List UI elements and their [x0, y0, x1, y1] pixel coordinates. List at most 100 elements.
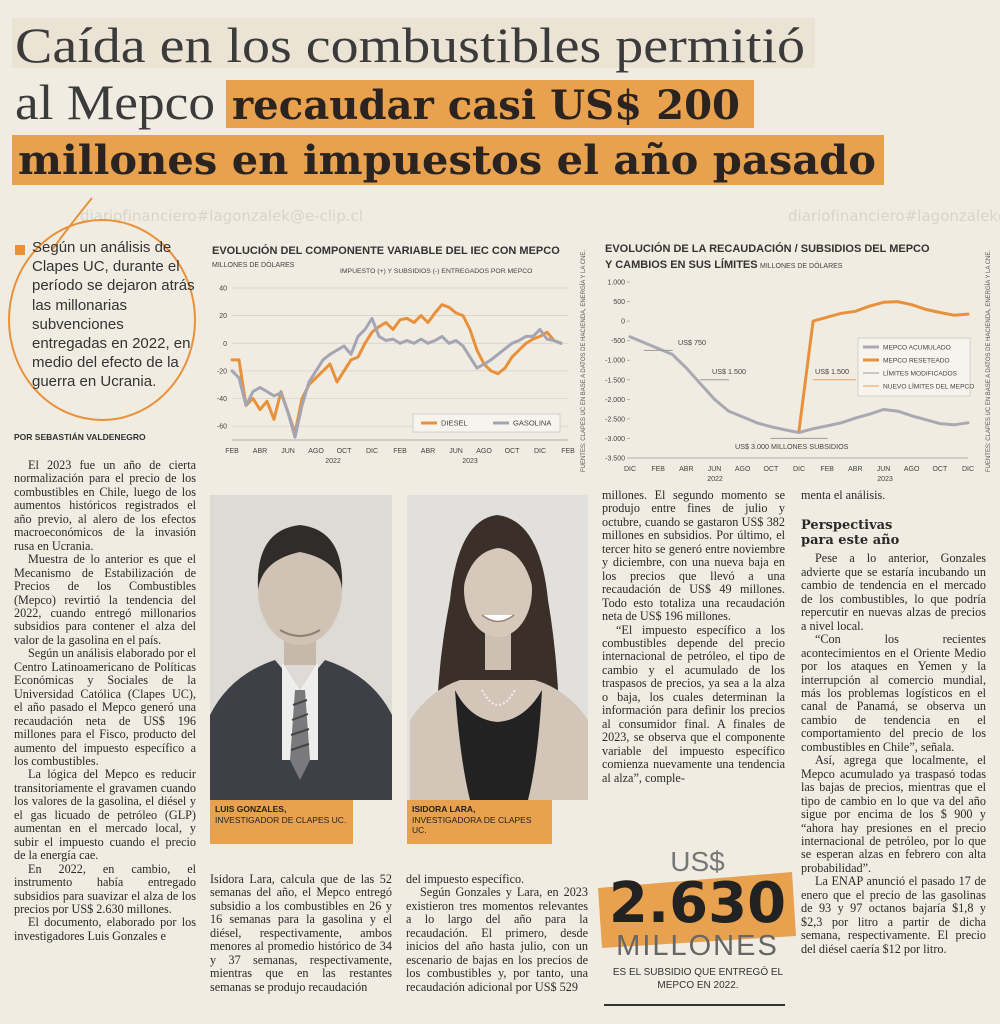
lead-stroke: [51, 197, 93, 251]
title-line: Caída en los combustibles permitió: [15, 17, 805, 73]
paragraph: En 2022, en cambio, el instrumento había…: [14, 861, 196, 916]
paragraph: El 2023 fue un año de cierta normalizaci…: [14, 459, 196, 553]
series-line: [797, 300, 970, 433]
x-group-label: 2023: [462, 458, 478, 465]
paragraph: del impuesto específico.: [406, 873, 525, 886]
x-tick-label: AGO: [476, 448, 492, 455]
series-line: [628, 335, 970, 435]
headline: Caída en los combustibles permitió al Me…: [12, 17, 884, 185]
callout-figure: 2.630: [608, 871, 787, 936]
lead-circle: [8, 219, 196, 421]
y-tick-label: -20: [217, 368, 227, 375]
caption-role: INVESTIGADORA DE CLAPES UC.: [412, 814, 532, 836]
title-highlight: millones en impuestos el año pasado: [18, 137, 876, 184]
y-tick-label: -3.000: [605, 436, 625, 443]
x-tick-label: FEB: [393, 448, 407, 455]
y-tick-label: 500: [613, 299, 625, 306]
x-tick-label: DIC: [624, 466, 636, 473]
article-column: El 2023 fue un año de cierta normalizaci…: [14, 459, 196, 1015]
x-group-label: 2023: [877, 476, 893, 483]
paragraph: Isidora Lara, calcula que de las 52 sema…: [210, 873, 392, 994]
paragraph: Según un análisis elaborado por el Centr…: [14, 646, 196, 768]
article-column: millones. El segundo momento se produjo …: [602, 489, 785, 861]
legend-label: GASOLINA: [513, 419, 551, 428]
paragraph: menta el análisis.: [801, 489, 886, 502]
annotation: US$ 1.500: [815, 367, 849, 376]
legend-box: [412, 413, 561, 433]
y-tick-label: 0: [223, 341, 227, 348]
x-tick-label: FEB: [820, 466, 834, 473]
chart-subtitle: MILLONES DE DÓLARES: [212, 260, 295, 269]
y-tick-label: -3.500: [605, 456, 625, 463]
series-line: [643, 349, 828, 439]
legend-label: DIESEL: [441, 419, 468, 428]
chart-title: EVOLUCIÓN DE LA RECAUDACIÓN / SUBSIDIOS …: [605, 242, 930, 255]
x-tick-label: FEB: [651, 466, 665, 473]
chart-title: EVOLUCIÓN DEL COMPONENTE VARIABLE DEL IE…: [212, 244, 560, 257]
legend-label: LÍMITES MODIFICADOS: [883, 369, 958, 378]
paragraph: millones. El segundo momento se produjo …: [602, 489, 785, 624]
paragraph: El documento, elaborado por los investig…: [14, 915, 196, 943]
x-tick-label: ABR: [421, 448, 435, 455]
x-tick-label: JUN: [449, 448, 463, 455]
photo-isidora-lara: [407, 495, 588, 800]
x-tick-label: FEB: [225, 448, 239, 455]
title-shade: [12, 18, 815, 68]
annotation: US$ 1.500: [712, 367, 746, 376]
x-tick-label: FEB: [561, 448, 575, 455]
x-tick-label: ABR: [679, 466, 693, 473]
paragraph: Muestra de lo anterior es que el Mecanis…: [14, 552, 196, 647]
chart-subtitle: MILLONES DE DÓLARES: [760, 261, 843, 270]
paragraph: La lógica del Mepco es reducir transitor…: [14, 767, 196, 863]
lead-bullet: [15, 245, 25, 255]
title-highlight-band: [12, 135, 884, 185]
y-tick-label: -1.000: [605, 358, 625, 365]
lead: Según un análisis de Clapes UC, durante …: [32, 239, 195, 391]
caption-name: ISIDORA LARA,: [412, 804, 476, 814]
caption-role: INVESTIGADOR DE CLAPES UC.: [215, 814, 347, 825]
article-column: Isidora Lara, calcula que de las 52 sema…: [210, 873, 392, 1013]
x-tick-label: DIC: [793, 466, 805, 473]
paragraph: La ENAP anunció el pasado 17 de enero qu…: [801, 874, 986, 956]
legend-label: MEPCO RESETEADO: [883, 358, 950, 365]
callout-band: [598, 872, 796, 948]
caption-name: LUIS GONZALES,: [215, 804, 287, 814]
paragraph: “Con los recientes acontecimientos en el…: [801, 632, 986, 754]
paragraph: “El impuesto específico a los combustibl…: [602, 622, 785, 785]
y-tick-label: -40: [217, 396, 227, 403]
chart-source: FUENTES: CLAPES UC EN BASE A DATOS DE HA…: [578, 250, 587, 472]
x-tick-label: JUN: [877, 466, 891, 473]
x-tick-label: AGO: [735, 466, 751, 473]
paragraph: Pese a lo anterior, Gonzales advierte qu…: [801, 551, 986, 633]
x-tick-label: DIC: [366, 448, 378, 455]
x-group-label: 2022: [707, 476, 723, 483]
x-tick-label: OCT: [337, 448, 353, 455]
callout-caption: ES EL SUBSIDIO QUE ENTREGÓ EL MEPCO EN 2…: [612, 967, 784, 991]
watermark: diariofinanciero#lagonzalek@e-clip.cl: [788, 207, 1000, 225]
series-line: [230, 316, 563, 439]
paragraph: Según Gonzales y Lara, en 2023 existiero…: [406, 885, 588, 994]
watermark: diariofinanciero#lagonzalek@e-clip.cl: [80, 207, 363, 225]
y-tick-label: -2.000: [605, 397, 625, 404]
legend-label: NUEVO LÍMITES DEL MEPCO: [883, 382, 974, 391]
chart-recaudacion: EVOLUCIÓN DE LA RECAUDACIÓN / SUBSIDIOS …: [605, 242, 992, 483]
y-tick-label: -2.500: [605, 416, 625, 423]
x-tick-label: OCT: [763, 466, 779, 473]
chart-title: Y CAMBIOS EN SUS LÍMITES: [605, 258, 758, 271]
y-tick-label: -1.500: [605, 377, 625, 384]
annotation: US$ 750: [678, 338, 706, 347]
x-tick-label: ABR: [253, 448, 267, 455]
x-tick-label: JUN: [708, 466, 722, 473]
callout-unit: MILLONES: [616, 930, 779, 962]
callout-currency: US$: [670, 846, 725, 877]
article-column: menta el análisis. Perspectivas para est…: [801, 489, 986, 1017]
annotation: US$ 3.000 MILLONES SUBSIDIOS: [735, 442, 849, 451]
x-tick-label: AGO: [308, 448, 324, 455]
photo-caption: LUIS GONZALES, INVESTIGADOR DE CLAPES UC…: [210, 800, 353, 844]
subheading: Perspectivas para este año: [801, 518, 900, 549]
photo-luis-gonzales: [210, 495, 392, 800]
x-tick-label: ABR: [848, 466, 862, 473]
byline: POR SEBASTIÁN VALDENEGRO: [14, 432, 146, 442]
y-tick-label: 40: [219, 286, 227, 293]
